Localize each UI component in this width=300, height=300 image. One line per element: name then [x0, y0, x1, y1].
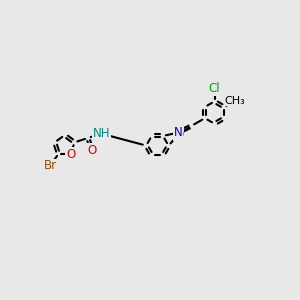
Text: N: N [174, 126, 182, 139]
Text: O: O [66, 148, 75, 160]
Text: O: O [87, 144, 97, 157]
Text: O: O [174, 128, 183, 141]
Text: Cl: Cl [209, 82, 220, 95]
Text: CH₃: CH₃ [225, 96, 245, 106]
Text: Br: Br [44, 159, 56, 172]
Text: NH: NH [93, 127, 110, 140]
